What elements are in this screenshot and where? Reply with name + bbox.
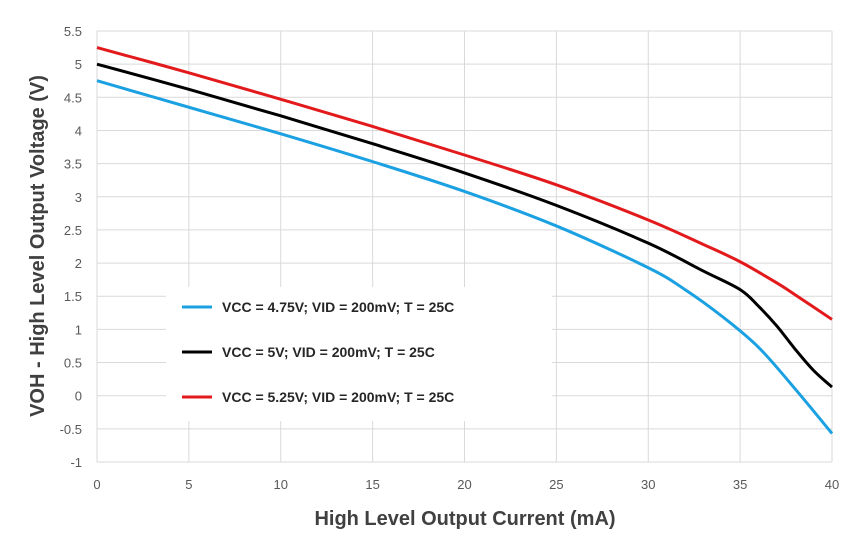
- series-lines: [96, 46, 834, 435]
- x-tick-label: 5: [185, 477, 192, 492]
- legend-label-vcc-5: VCC = 5V; VID = 200mV; T = 25C: [222, 344, 435, 360]
- y-tick-label: 2: [75, 256, 82, 271]
- x-axis-ticks: 0 5 10 15 20 25 30 35 40: [93, 477, 839, 492]
- x-tick-label: 25: [549, 477, 563, 492]
- legend-background: [166, 287, 552, 421]
- x-tick-label: 40: [825, 477, 839, 492]
- legend-label-vcc-5-25: VCC = 5.25V; VID = 200mV; T = 25C: [222, 389, 454, 405]
- x-tick-label: 0: [93, 477, 100, 492]
- series-line-vcc-4-75: [96, 79, 834, 435]
- y-tick-label: 3: [75, 190, 82, 205]
- x-tick-label: 30: [641, 477, 655, 492]
- y-tick-label: -0.5: [60, 422, 82, 437]
- y-tick-label: 4.5: [64, 90, 82, 105]
- y-tick-label: 5: [75, 57, 82, 72]
- y-tick-label: 2.5: [64, 223, 82, 238]
- x-tick-label: 35: [733, 477, 747, 492]
- y-tick-label: 1: [75, 322, 82, 337]
- legend: VCC = 4.75V; VID = 200mV; T = 25C VCC = …: [166, 287, 552, 421]
- y-tick-label: 3.5: [64, 157, 82, 172]
- y-axis-ticks: -1 -0.5 0 0.5 1 1.5 2 2.5 3 3.5 4 4.5 5 5.5: [60, 24, 82, 470]
- x-axis-title: High Level Output Current (mA): [314, 508, 615, 530]
- y-tick-label: 5.5: [64, 24, 82, 39]
- series-line-vcc-5: [96, 62, 834, 389]
- y-tick-label: 4: [75, 123, 82, 138]
- x-tick-label: 15: [365, 477, 379, 492]
- y-tick-label: -1: [70, 455, 82, 470]
- x-tick-label: 10: [274, 477, 288, 492]
- legend-label-vcc-4-75: VCC = 4.75V; VID = 200mV; T = 25C: [222, 299, 454, 315]
- series-line-vcc-5-25: [96, 46, 833, 321]
- y-tick-label: 0: [75, 389, 82, 404]
- y-tick-label: 0.5: [64, 356, 82, 371]
- x-tick-label: 20: [457, 477, 471, 492]
- y-tick-label: 1.5: [64, 289, 82, 304]
- y-axis-title: VOH - High Level Output Voltage (V): [27, 75, 49, 417]
